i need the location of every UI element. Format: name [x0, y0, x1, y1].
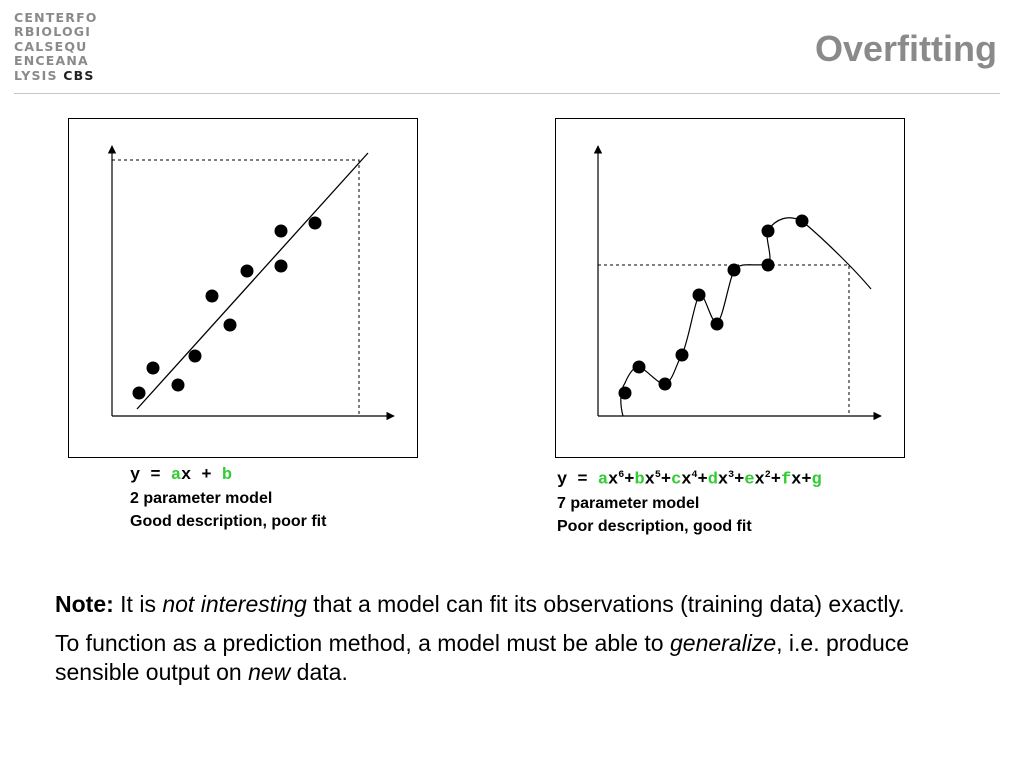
data-point — [205, 289, 219, 303]
note-text-span: It is — [113, 591, 163, 617]
note-text: Note: It is not interesting that a model… — [55, 590, 975, 697]
note-text-span: To function as a prediction method, a mo… — [55, 630, 670, 656]
coef-b: b — [221, 466, 233, 485]
coef-e: e — [744, 470, 755, 490]
linear-fit-plot — [68, 118, 418, 458]
formula-exponent: 6 — [618, 470, 625, 481]
formula-exponent: 2 — [764, 470, 771, 481]
formula-exponent: 3 — [728, 470, 735, 481]
note-text-span: data. — [290, 659, 348, 685]
data-point — [618, 386, 632, 400]
formula-plus: + — [624, 470, 635, 490]
formula-x: x — [181, 466, 192, 485]
logo-cbs: CBS — [63, 67, 95, 83]
linear-formula: y = ax + b — [130, 464, 326, 487]
coef-a: a — [597, 470, 609, 490]
fit-line — [136, 152, 369, 410]
data-point — [658, 377, 672, 391]
formula-x: x — [791, 470, 802, 490]
data-point — [308, 216, 322, 230]
coef-c: c — [671, 470, 682, 490]
logo-line-3: CALSEQU — [14, 38, 88, 54]
data-point — [188, 349, 202, 363]
formula-x: x — [754, 470, 765, 490]
coef-b: b — [634, 470, 645, 490]
range-guide — [598, 264, 850, 416]
logo-line-2: RBIOLOGI — [14, 24, 92, 40]
note-emphasis: generalize — [669, 630, 777, 656]
data-point — [632, 360, 646, 374]
formula-equals: = — [140, 466, 171, 485]
slide-title: Overfitting — [814, 28, 997, 69]
formula-plus: + — [660, 470, 672, 490]
formula-plus: + — [191, 466, 222, 485]
logo-line-4: ENCEANA — [14, 53, 89, 69]
linear-fit-svg — [107, 145, 395, 421]
formula-x: x — [681, 470, 692, 490]
polynomial-formula: y = ax6+bx5+cx4+dx3+ex2+fx+g — [557, 464, 822, 492]
logo-line-5-prefix: LYSIS — [14, 67, 58, 83]
note-paragraph-1: Note: It is not interesting that a model… — [55, 590, 975, 619]
data-point — [692, 288, 706, 302]
coef-g: g — [811, 470, 822, 490]
data-point — [795, 214, 809, 228]
note-text-span: , i.e. produce sensible output on — [55, 630, 916, 685]
header-divider — [14, 93, 1000, 94]
formula-plus: + — [697, 470, 708, 490]
coef-d: d — [707, 470, 718, 490]
note-emphasis: new — [248, 659, 291, 685]
logo-line-5: LYSIS CBS — [14, 67, 98, 83]
polynomial-model-label: 7 parameter model — [557, 494, 700, 512]
formula-plus: + — [801, 470, 812, 490]
cbs-logo: CENTERFO RBIOLOGI CALSEQU ENCEANA LYSIS … — [14, 10, 98, 83]
coef-f: f — [780, 470, 792, 490]
note-text-span: that a model can fit its observations (t… — [306, 591, 905, 617]
data-point — [675, 348, 689, 362]
note-label: Note: — [55, 591, 114, 617]
logo-line-1: CENTERFO — [14, 10, 98, 25]
data-point — [223, 318, 237, 332]
formula-exponent: 5 — [654, 470, 661, 481]
formula-exponent: 4 — [691, 470, 698, 481]
range-guide — [112, 159, 360, 416]
linear-model-label: 2 parameter model — [130, 490, 273, 507]
data-point — [240, 264, 254, 278]
data-point — [171, 378, 185, 392]
formula-x: x — [608, 470, 619, 490]
note-emphasis: not interesting — [162, 591, 307, 617]
data-point — [146, 361, 160, 375]
note-paragraph-2: To function as a prediction method, a mo… — [55, 629, 975, 687]
formula-y: y — [130, 466, 141, 485]
coef-a: a — [170, 466, 182, 485]
data-point — [132, 386, 146, 400]
fit-curve — [620, 217, 872, 417]
data-point — [761, 258, 775, 272]
data-point — [274, 259, 288, 273]
linear-model-verdict: Good description, poor fit — [130, 513, 327, 530]
data-point — [761, 224, 775, 238]
data-point — [710, 317, 724, 331]
data-point — [727, 263, 741, 277]
linear-caption: y = ax + b 2 parameter model Good descri… — [130, 464, 326, 533]
formula-plus: + — [734, 470, 745, 490]
polynomial-caption: y = ax6+bx5+cx4+dx3+ex2+fx+g 7 parameter… — [557, 464, 822, 538]
polynomial-fit-plot — [555, 118, 905, 458]
polynomial-model-verdict: Poor description, good fit — [557, 517, 752, 535]
formula-x: x — [717, 470, 729, 490]
formula-prefix: y = — [557, 470, 598, 490]
data-point — [274, 224, 288, 238]
formula-x: x — [644, 470, 655, 490]
polynomial-fit-svg — [593, 145, 882, 421]
formula-plus: + — [770, 470, 781, 490]
